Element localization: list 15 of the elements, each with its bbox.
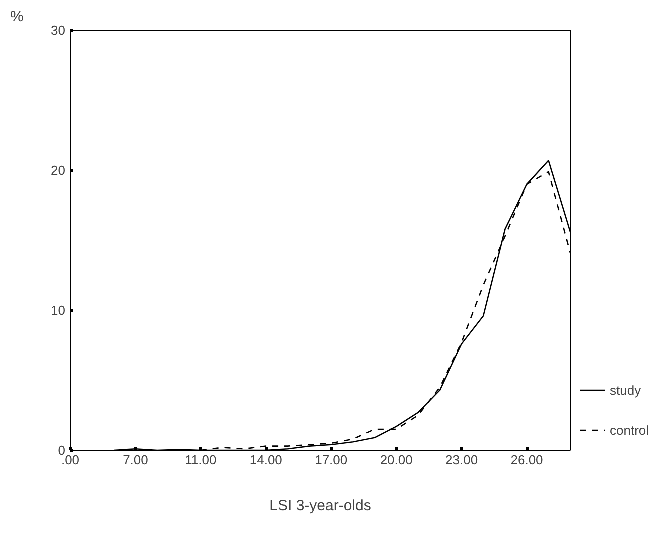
y-tick-label: 20: [51, 163, 66, 178]
x-tick-label: 20.00: [380, 452, 413, 468]
x-tick-label: 11.00: [185, 452, 217, 468]
x-tick-label: 17.00: [315, 452, 348, 468]
y-tick-label: 0: [58, 443, 66, 458]
x-tick-label: 14.00: [250, 452, 282, 468]
legend-label: control: [610, 422, 650, 438]
x-tick-label: 23.00: [446, 452, 478, 468]
x-tick-label: 7.00: [123, 452, 148, 468]
y-axis-title: %: [10, 8, 24, 26]
y-tick-label: 10: [51, 303, 66, 318]
y-tick-label: 30: [51, 23, 66, 38]
x-tick-label: 26.00: [510, 452, 544, 468]
legend-label: study: [610, 382, 642, 398]
x-axis-title: LSI 3-year-olds: [270, 498, 372, 514]
